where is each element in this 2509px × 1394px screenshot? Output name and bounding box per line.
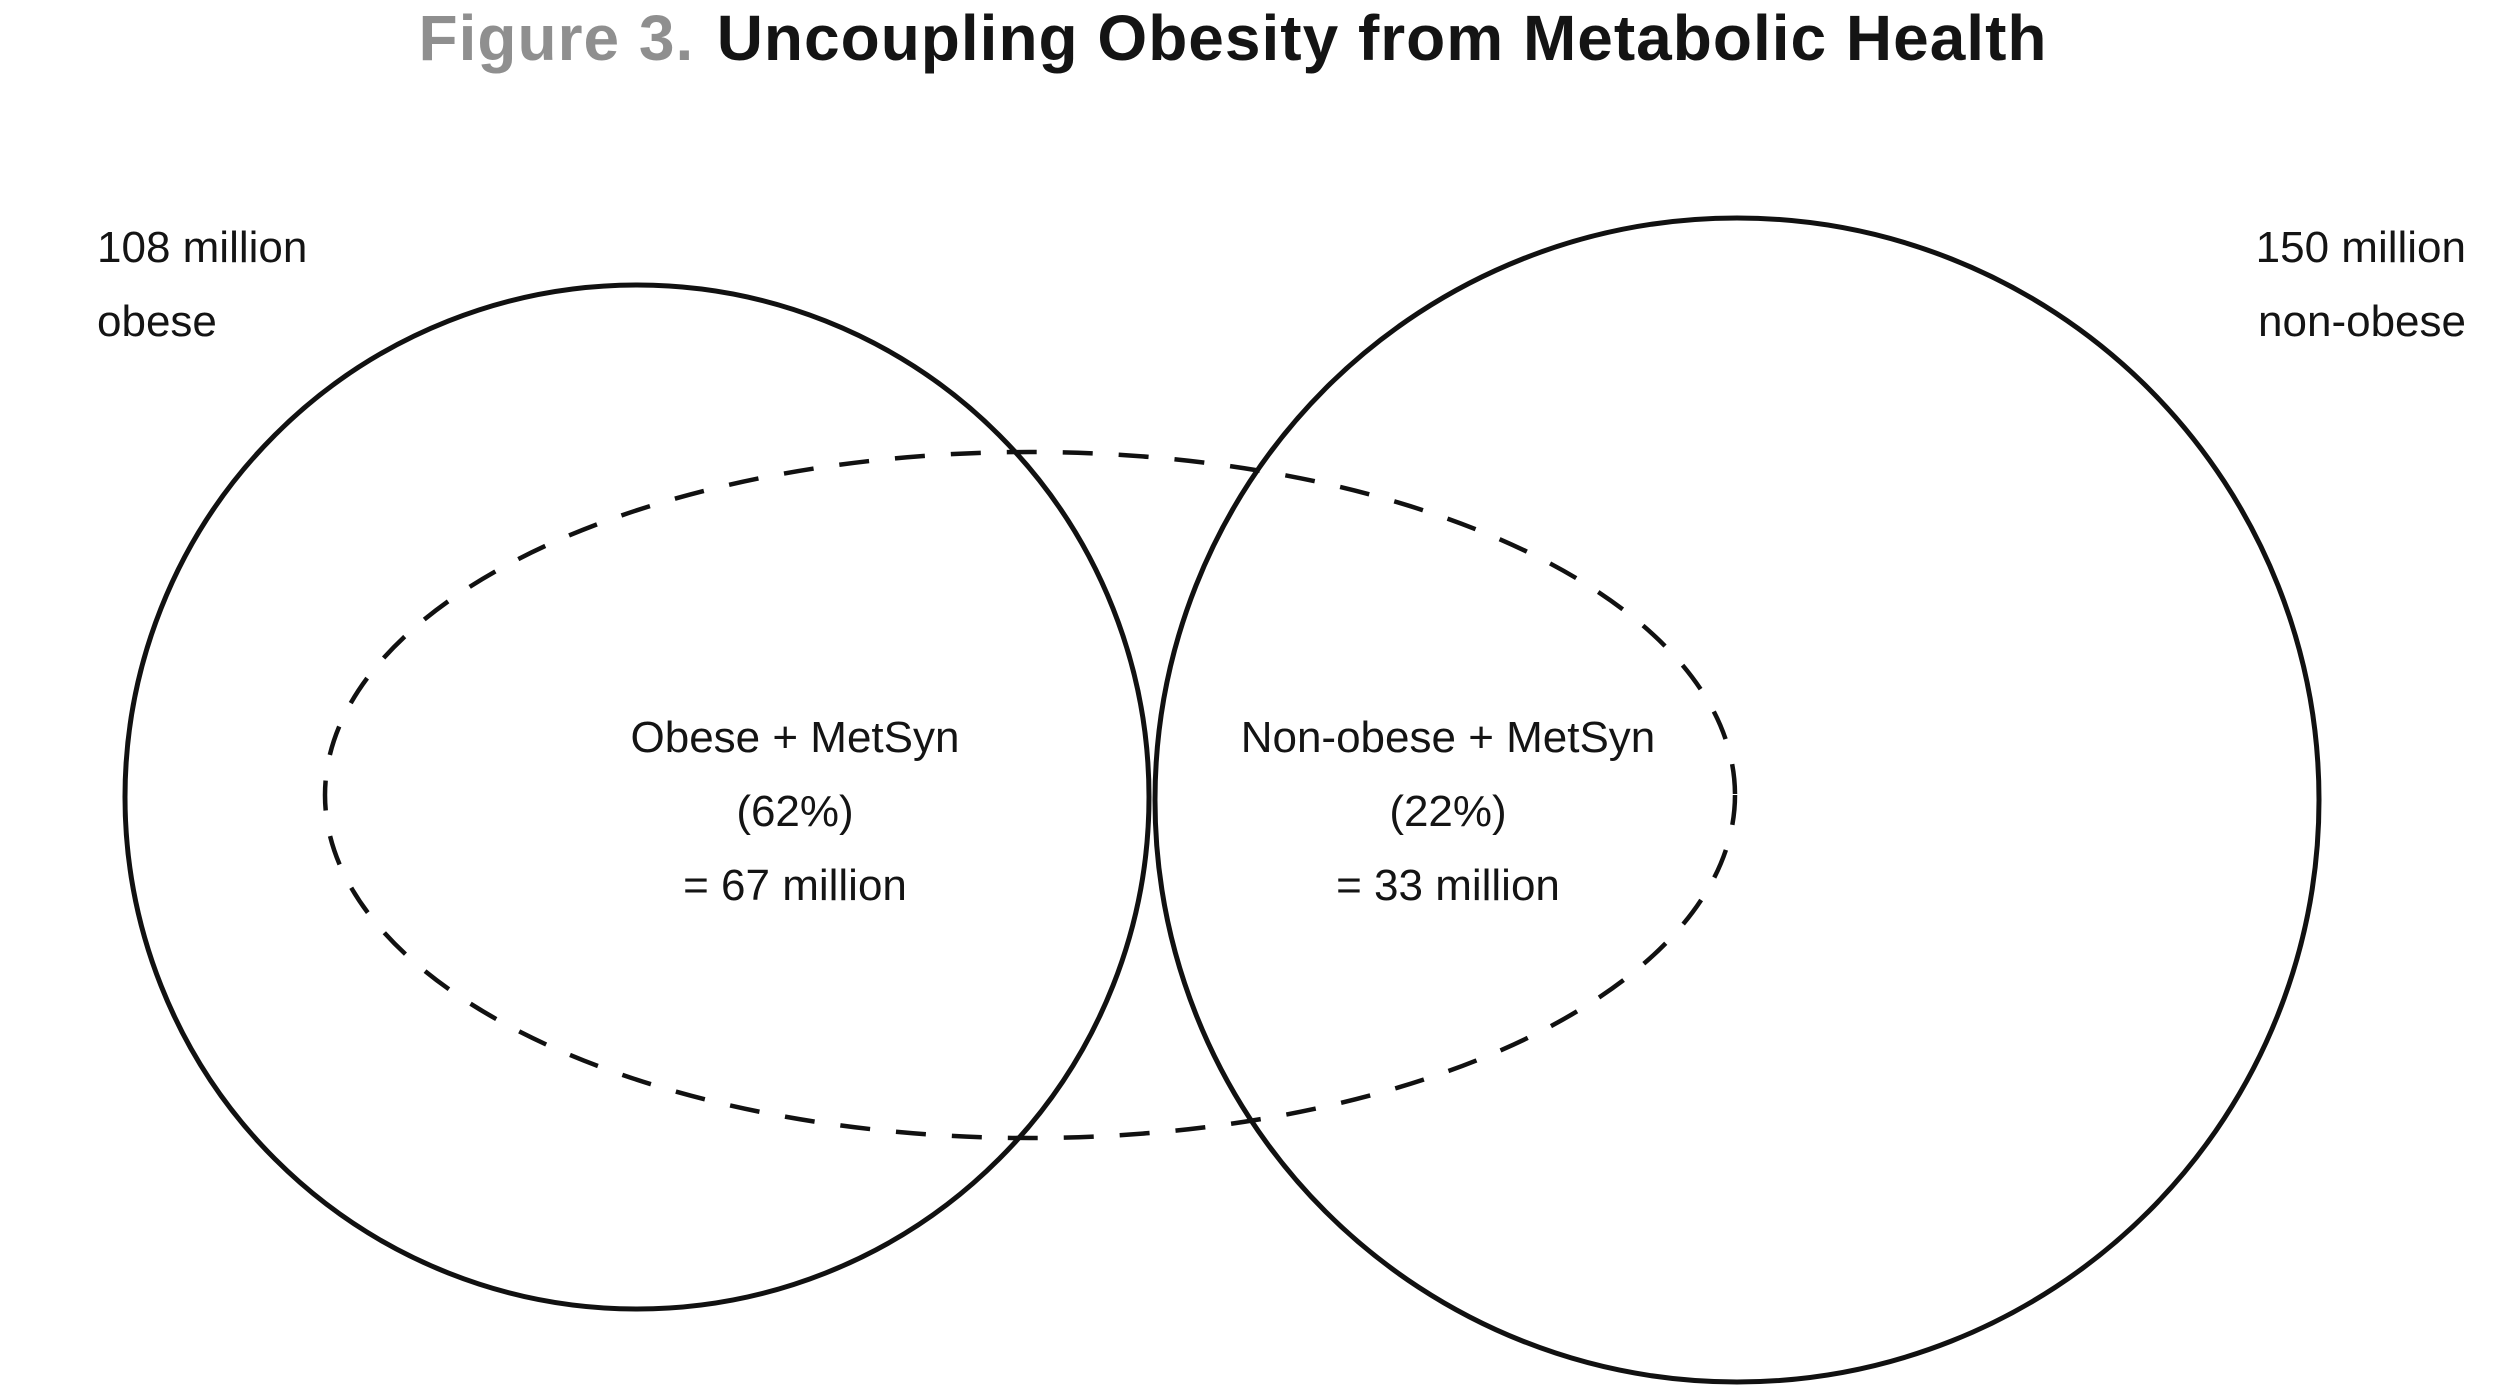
non-obese-metsyn-line1: Non-obese + MetSyn — [1241, 713, 1656, 762]
non-obese-metsyn-region-label: Non-obese + MetSyn (22%) = 33 million — [1241, 713, 1656, 910]
obese-metsyn-line2: (62%) — [736, 787, 853, 836]
non-obese-circle-label: 150 million non-obese — [2256, 223, 2466, 346]
obese-metsyn-line1: Obese + MetSyn — [631, 713, 960, 762]
obese-metsyn-region-label: Obese + MetSyn (62%) = 67 million — [631, 713, 960, 910]
non-obese-total-line2: non-obese — [2258, 297, 2466, 346]
metsyn-dashed-ellipse — [322, 449, 1738, 1141]
non-obese-total-line1: 150 million — [2256, 223, 2466, 272]
figure-title: Figure 3. Uncoupling Obesity from Metabo… — [419, 2, 2048, 74]
figure-number-label: Figure 3. — [419, 2, 695, 74]
non-obese-circle — [1152, 215, 2322, 1385]
obese-circle-label: 108 million obese — [97, 223, 307, 346]
obese-total-line1: 108 million — [97, 223, 307, 272]
figure-title-text: Uncoupling Obesity from Metabolic Health — [717, 2, 2048, 74]
obese-total-line2: obese — [97, 297, 217, 346]
obese-circle — [122, 282, 1152, 1312]
non-obese-metsyn-line2: (22%) — [1389, 787, 1506, 836]
obese-metsyn-line3: = 67 million — [683, 861, 907, 910]
non-obese-metsyn-line3: = 33 million — [1336, 861, 1560, 910]
